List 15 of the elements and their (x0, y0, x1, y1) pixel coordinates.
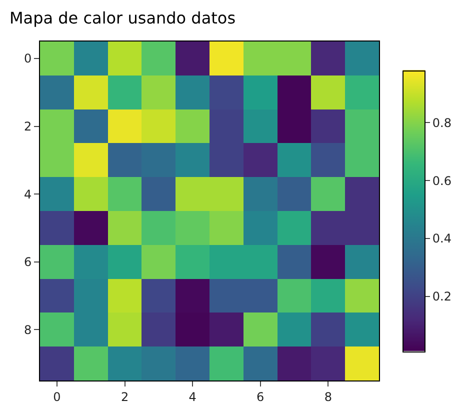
color-bar-label: 0.8 (432, 116, 452, 130)
y-tick-label: 8 (24, 322, 32, 337)
color-bar-label: 0.4 (432, 232, 452, 246)
x-tick-label: 0 (53, 390, 61, 404)
x-tick-label: 4 (188, 390, 196, 404)
color-bar-label: 0.6 (432, 174, 452, 188)
x-tick-label: 6 (256, 390, 264, 404)
y-tick-label: 6 (24, 255, 32, 270)
x-tick-label: 2 (120, 390, 129, 404)
y-tick-label: 4 (24, 187, 32, 202)
y-tick-label: 0 (24, 52, 32, 66)
chart-title: Mapa de calor usando datos (9, 8, 236, 28)
color-bar-label: 0.2 (432, 290, 452, 304)
y-tick-label: 2 (24, 119, 32, 134)
x-tick-label: 8 (324, 390, 332, 404)
